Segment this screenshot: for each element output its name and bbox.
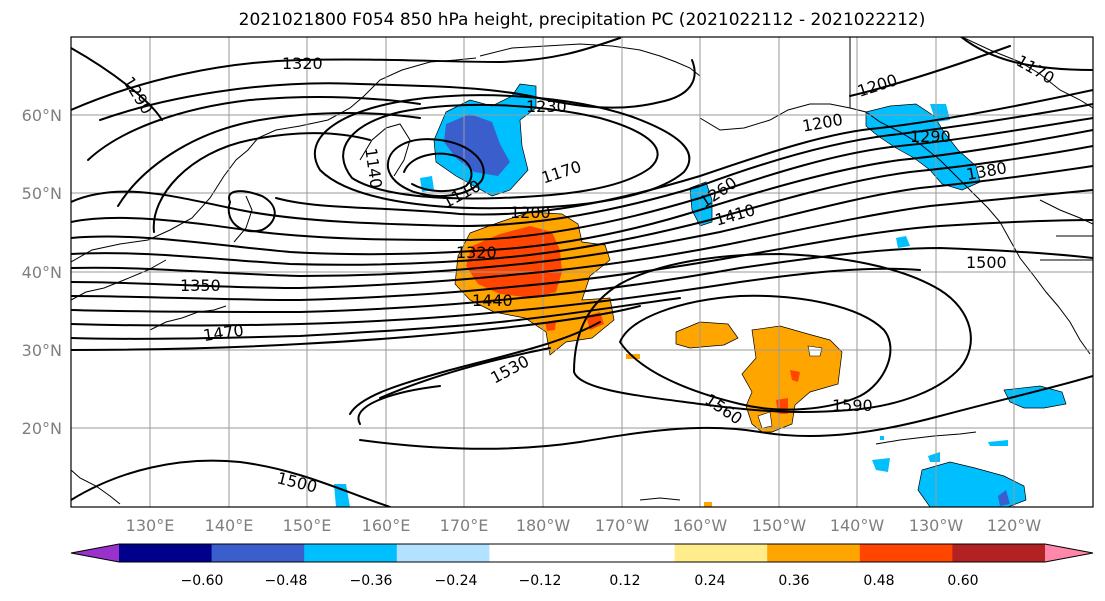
lon-label: 140°E (205, 516, 254, 535)
lon-label: 130°E (126, 516, 175, 535)
colorbar-tick-label: 0.48 (863, 573, 894, 589)
contour-label-1320-c: 1320 (456, 243, 497, 262)
lon-label: 160°E (362, 516, 411, 535)
lat-label: 40°N (22, 263, 62, 282)
colorbar-segment (859, 544, 953, 562)
colorbar (70, 543, 1094, 563)
colorbar-segment (211, 544, 305, 562)
strong-positive-central (466, 226, 562, 298)
lon-label: 150°E (283, 516, 332, 535)
latitude-labels: 60°N 50°N 40°N 30°N 20°N (22, 106, 62, 438)
lon-label: 140°W (830, 516, 885, 535)
contour-label-1320-n: 1320 (282, 54, 323, 73)
gridlines (71, 37, 1093, 507)
colorbar-tick-label: −0.36 (350, 573, 393, 589)
colorbar-tick-label: 0.12 (609, 573, 640, 589)
strong-negative-north (444, 114, 510, 176)
colorbar-segment (952, 544, 1046, 562)
contour-label-1290-ne: 1290 (910, 127, 951, 146)
lat-label: 60°N (22, 106, 62, 125)
lon-label: 160°W (673, 516, 728, 535)
contour-label-1350: 1350 (180, 276, 221, 295)
lon-label: 180°W (516, 516, 571, 535)
lon-label: 170°E (440, 516, 489, 535)
lat-label: 30°N (22, 341, 62, 360)
map-title: 2021021800 F054 850 hPa height, precipit… (239, 10, 926, 30)
map-frame (70, 36, 1094, 508)
contour-label-1440: 1440 (472, 291, 513, 310)
colorbar-tick-label: −0.24 (435, 573, 478, 589)
lon-label: 150°W (752, 516, 807, 535)
lat-label: 20°N (22, 419, 62, 438)
colorbar-tick-label: −0.12 (519, 573, 562, 589)
contour-label-1230: 1230 (526, 97, 567, 116)
map-panel: 1290 1320 1230 1140 1110 1170 1200 1320 … (71, 37, 1093, 507)
colorbar-segment (582, 544, 676, 562)
colorbar-extend-high (1045, 544, 1093, 562)
contour-labels: 1290 1320 1230 1140 1110 1170 1200 1320 … (119, 51, 1058, 497)
contour-label-1500-e: 1500 (966, 253, 1007, 272)
lon-label: 130°W (909, 516, 964, 535)
contour-label-1200-c: 1200 (510, 203, 551, 222)
lon-label: 170°W (595, 516, 650, 535)
colorbar-segment (304, 544, 398, 562)
height-contours (71, 37, 1093, 507)
colorbar-tick-label: 0.60 (947, 573, 978, 589)
lon-label: 120°W (987, 516, 1042, 535)
colorbar-segment (489, 544, 583, 562)
lat-label: 50°N (22, 184, 62, 203)
colorbar-outline (70, 543, 1094, 563)
colorbar-extend-low (71, 544, 119, 562)
longitude-labels: 130°E 140°E 150°E 160°E 170°E 180°W 170°… (126, 516, 1042, 535)
contour-label-1590: 1590 (832, 396, 873, 415)
colorbar-tick-label: −0.60 (181, 573, 224, 589)
colorbar-segment (396, 544, 490, 562)
colorbar-tick-labels: −0.60 −0.48 −0.36 −0.24 −0.12 0.12 0.24 … (181, 573, 979, 589)
colorbar-tick-label: 0.24 (694, 573, 725, 589)
colorbar-tick-label: −0.48 (265, 573, 308, 589)
colorbar-segment (767, 544, 861, 562)
colorbar-segment (674, 544, 768, 562)
colorbar-tick-label: 0.36 (778, 573, 809, 589)
colorbar-segment (119, 544, 213, 562)
